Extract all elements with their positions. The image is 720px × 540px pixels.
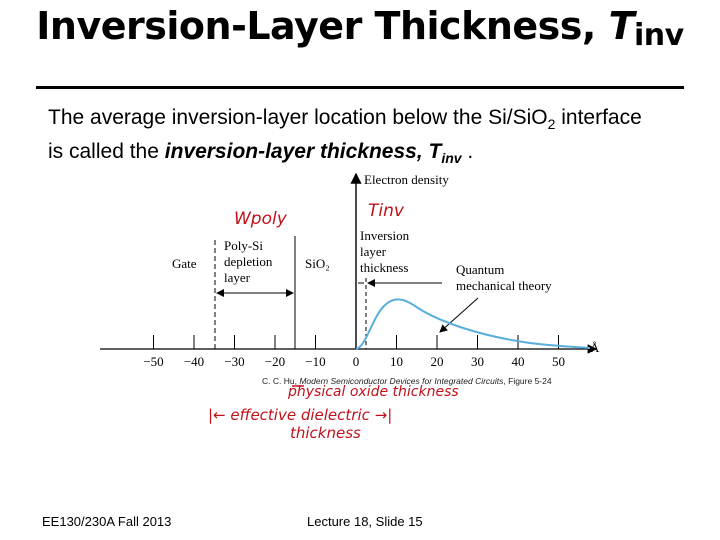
- x-tick-label: −50: [143, 354, 163, 369]
- body-line-1-a: The average inversion-layer location bel…: [48, 106, 548, 129]
- body-line-2-a: is called the: [48, 140, 165, 164]
- qm-label-2: mechanical theory: [456, 278, 552, 293]
- body-text: The average inversion-layer location bel…: [48, 104, 698, 172]
- depletion-label-2: depletion: [224, 254, 273, 269]
- x-tick-label: −40: [184, 354, 204, 369]
- depletion-label-1: Poly-Si: [224, 238, 263, 253]
- depletion-label-3: layer: [224, 270, 251, 285]
- unit-label: Å: [590, 340, 600, 355]
- title-t: T: [608, 4, 635, 48]
- figure-caption: C. C. Hu, Modern Semiconductor Devices f…: [262, 376, 552, 386]
- body-line-1: The average inversion-layer location bel…: [48, 104, 698, 138]
- x-tick-label: 50: [552, 354, 565, 369]
- x-tick-label: −30: [224, 354, 244, 369]
- title-sub: inv: [634, 18, 684, 53]
- y-axis-label: Electron density: [364, 172, 449, 187]
- qm-pointer-arrow: [439, 297, 479, 333]
- slide-title: Inversion-Layer Thickness, Tinv: [0, 4, 720, 53]
- x-tick-label: 20: [431, 354, 444, 369]
- hand-wpoly: Wpoly: [234, 209, 288, 229]
- qm-density-curve: [355, 298, 591, 350]
- oxide-label: SiO₂: [305, 256, 330, 271]
- footer-course: EE130/230A Fall 2013: [42, 514, 172, 529]
- x-tick-label: 40: [512, 354, 525, 369]
- gate-label: Gate: [172, 256, 197, 271]
- caption-figure: , Figure 5-24: [503, 376, 552, 386]
- tinv-label-2: layer: [360, 244, 387, 259]
- title-main: Inversion-Layer Thickness,: [36, 4, 609, 48]
- body-line-1-b: interface: [555, 106, 642, 129]
- hand-tinv: Tinv: [368, 201, 405, 221]
- body-line-2-end: .: [461, 140, 474, 164]
- caption-book: Modern Semiconductor Devices for Integra…: [299, 376, 504, 386]
- caption-author: C. C. Hu,: [262, 376, 300, 386]
- body-line-2: is called the inversion-layer thickness,…: [48, 138, 698, 172]
- hand-effective-1: |← effective dielectric →|: [208, 406, 392, 424]
- qm-label-1: Quantum: [456, 262, 504, 277]
- title-rule: [36, 86, 684, 89]
- hand-physical-oxide: physical oxide thickness: [287, 384, 459, 400]
- body-line-2-em: inversion-layer thickness, T: [164, 140, 442, 164]
- tinv-label-1: Inversion: [360, 228, 410, 243]
- tinv-label-3: thickness: [360, 260, 408, 275]
- hand-effective-2: thickness: [290, 424, 361, 442]
- x-tick-label: −10: [305, 354, 325, 369]
- x-tick-label: 10: [390, 354, 403, 369]
- x-tick-label: −20: [265, 354, 285, 369]
- x-tick-label: 30: [471, 354, 484, 369]
- body-line-2-sub: inv: [441, 150, 462, 167]
- footer-slide-number: Lecture 18, Slide 15: [307, 514, 423, 529]
- x-ticks: −50 −40 −30 −20 −10 0 10 20 30 40 50: [143, 335, 565, 369]
- x-tick-label: 0: [353, 354, 360, 369]
- body-line-1-sub: 2: [547, 116, 556, 133]
